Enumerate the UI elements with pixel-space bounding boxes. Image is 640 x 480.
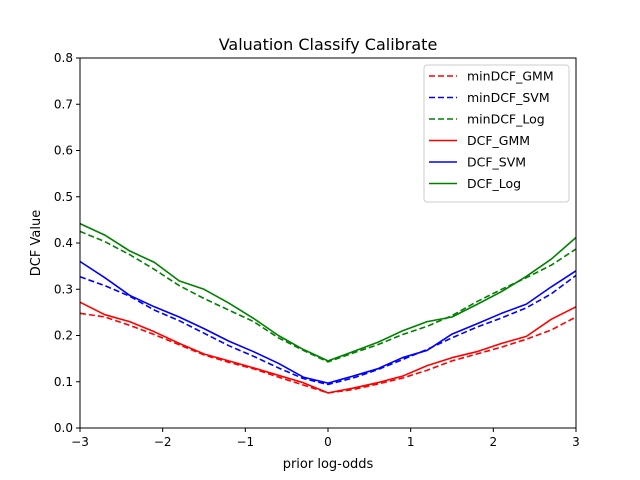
legend-label: DCF_Log: [467, 176, 521, 191]
legend-label: minDCF_Log: [467, 112, 545, 127]
series-line-minDCF_Log: [79, 230, 577, 363]
x-tick-label: 0: [324, 435, 332, 449]
plot-frame: [79, 57, 577, 429]
x-tick-label: 2: [490, 435, 498, 449]
series-lines: [79, 222, 577, 394]
x-tick-label: −1: [236, 435, 254, 449]
series-line-DCF_GMM: [79, 301, 577, 394]
legend-label: DCF_SVM: [467, 155, 526, 170]
y-tick-label: 0.7: [54, 97, 73, 111]
y-tick-label: 0.8: [54, 51, 73, 65]
y-tick-label: 0.6: [54, 144, 73, 158]
series-line-minDCF_SVM: [79, 274, 577, 386]
y-tick-label: 0.2: [54, 329, 73, 343]
legend-label: minDCF_GMM: [467, 69, 554, 84]
series-line-DCF_Log: [79, 222, 577, 362]
legend-box: [423, 64, 570, 203]
x-tick-label: −3: [71, 435, 89, 449]
x-axis-label: prior log-odds: [283, 457, 374, 472]
legend: minDCF_GMM minDCF_SVM minDCF_Log DCF_GMM DCF…: [423, 64, 570, 203]
x-tick-label: −2: [154, 435, 172, 449]
y-tick-label: 0.5: [54, 190, 73, 204]
y-tick-label: 0.3: [54, 282, 73, 296]
y-tick-label: 0.4: [54, 236, 73, 250]
x-tick-label: 1: [407, 435, 415, 449]
y-axis-ticks: 0.0 0.1 0.2 0.3 0.4 0.5 0.6 0.7 0.8: [54, 51, 80, 435]
legend-label: DCF_GMM: [467, 133, 530, 148]
y-tick-label: 0.1: [54, 375, 73, 389]
x-tick-label: 3: [572, 435, 580, 449]
x-axis-ticks: −3 −2 −1 0 1 2 3: [71, 428, 580, 449]
series-line-DCF_SVM: [79, 260, 577, 384]
chart-title: Valuation Classify Calibrate: [219, 35, 438, 54]
y-tick-label: 0.0: [54, 421, 73, 435]
y-axis-label: DCF Value: [29, 210, 44, 276]
legend-label: minDCF_SVM: [467, 90, 550, 105]
